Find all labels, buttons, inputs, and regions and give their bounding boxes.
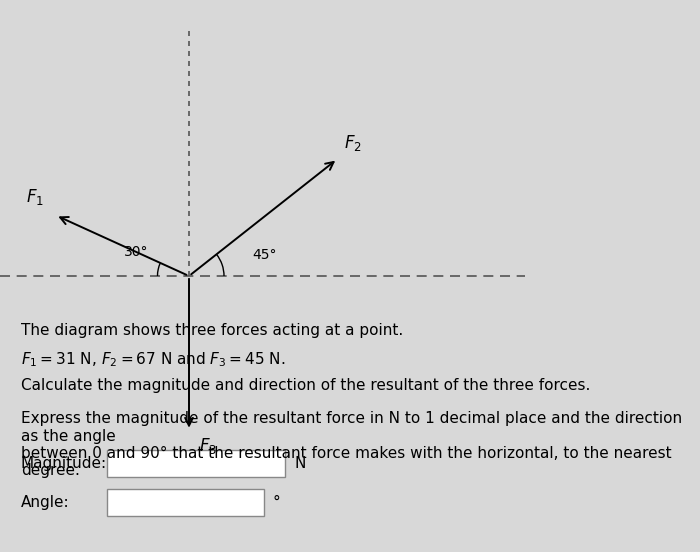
- Text: $\mathit{F_3}$: $\mathit{F_3}$: [199, 436, 218, 456]
- Text: $\mathit{F_1}$: $\mathit{F_1}$: [26, 187, 43, 207]
- Text: 30°: 30°: [125, 246, 148, 259]
- FancyBboxPatch shape: [107, 450, 285, 477]
- Text: $\mathit{F_2}$: $\mathit{F_2}$: [344, 134, 363, 153]
- Text: Calculate the magnitude and direction of the resultant of the three forces.: Calculate the magnitude and direction of…: [21, 378, 590, 393]
- Text: N: N: [294, 456, 305, 471]
- Text: 45°: 45°: [252, 248, 276, 262]
- Text: Express the magnitude of the resultant force in N to 1 decimal place and the dir: Express the magnitude of the resultant f…: [21, 411, 682, 479]
- Text: $F_1 = 31$ N, $F_2 = 67$ N and $F_3 = 45$ N.: $F_1 = 31$ N, $F_2 = 67$ N and $F_3 = 45…: [21, 351, 286, 369]
- Text: °: °: [273, 495, 281, 510]
- Text: Magnitude:: Magnitude:: [21, 456, 107, 471]
- Text: Angle:: Angle:: [21, 495, 69, 510]
- Text: The diagram shows three forces acting at a point.: The diagram shows three forces acting at…: [21, 323, 403, 338]
- FancyBboxPatch shape: [107, 489, 264, 516]
